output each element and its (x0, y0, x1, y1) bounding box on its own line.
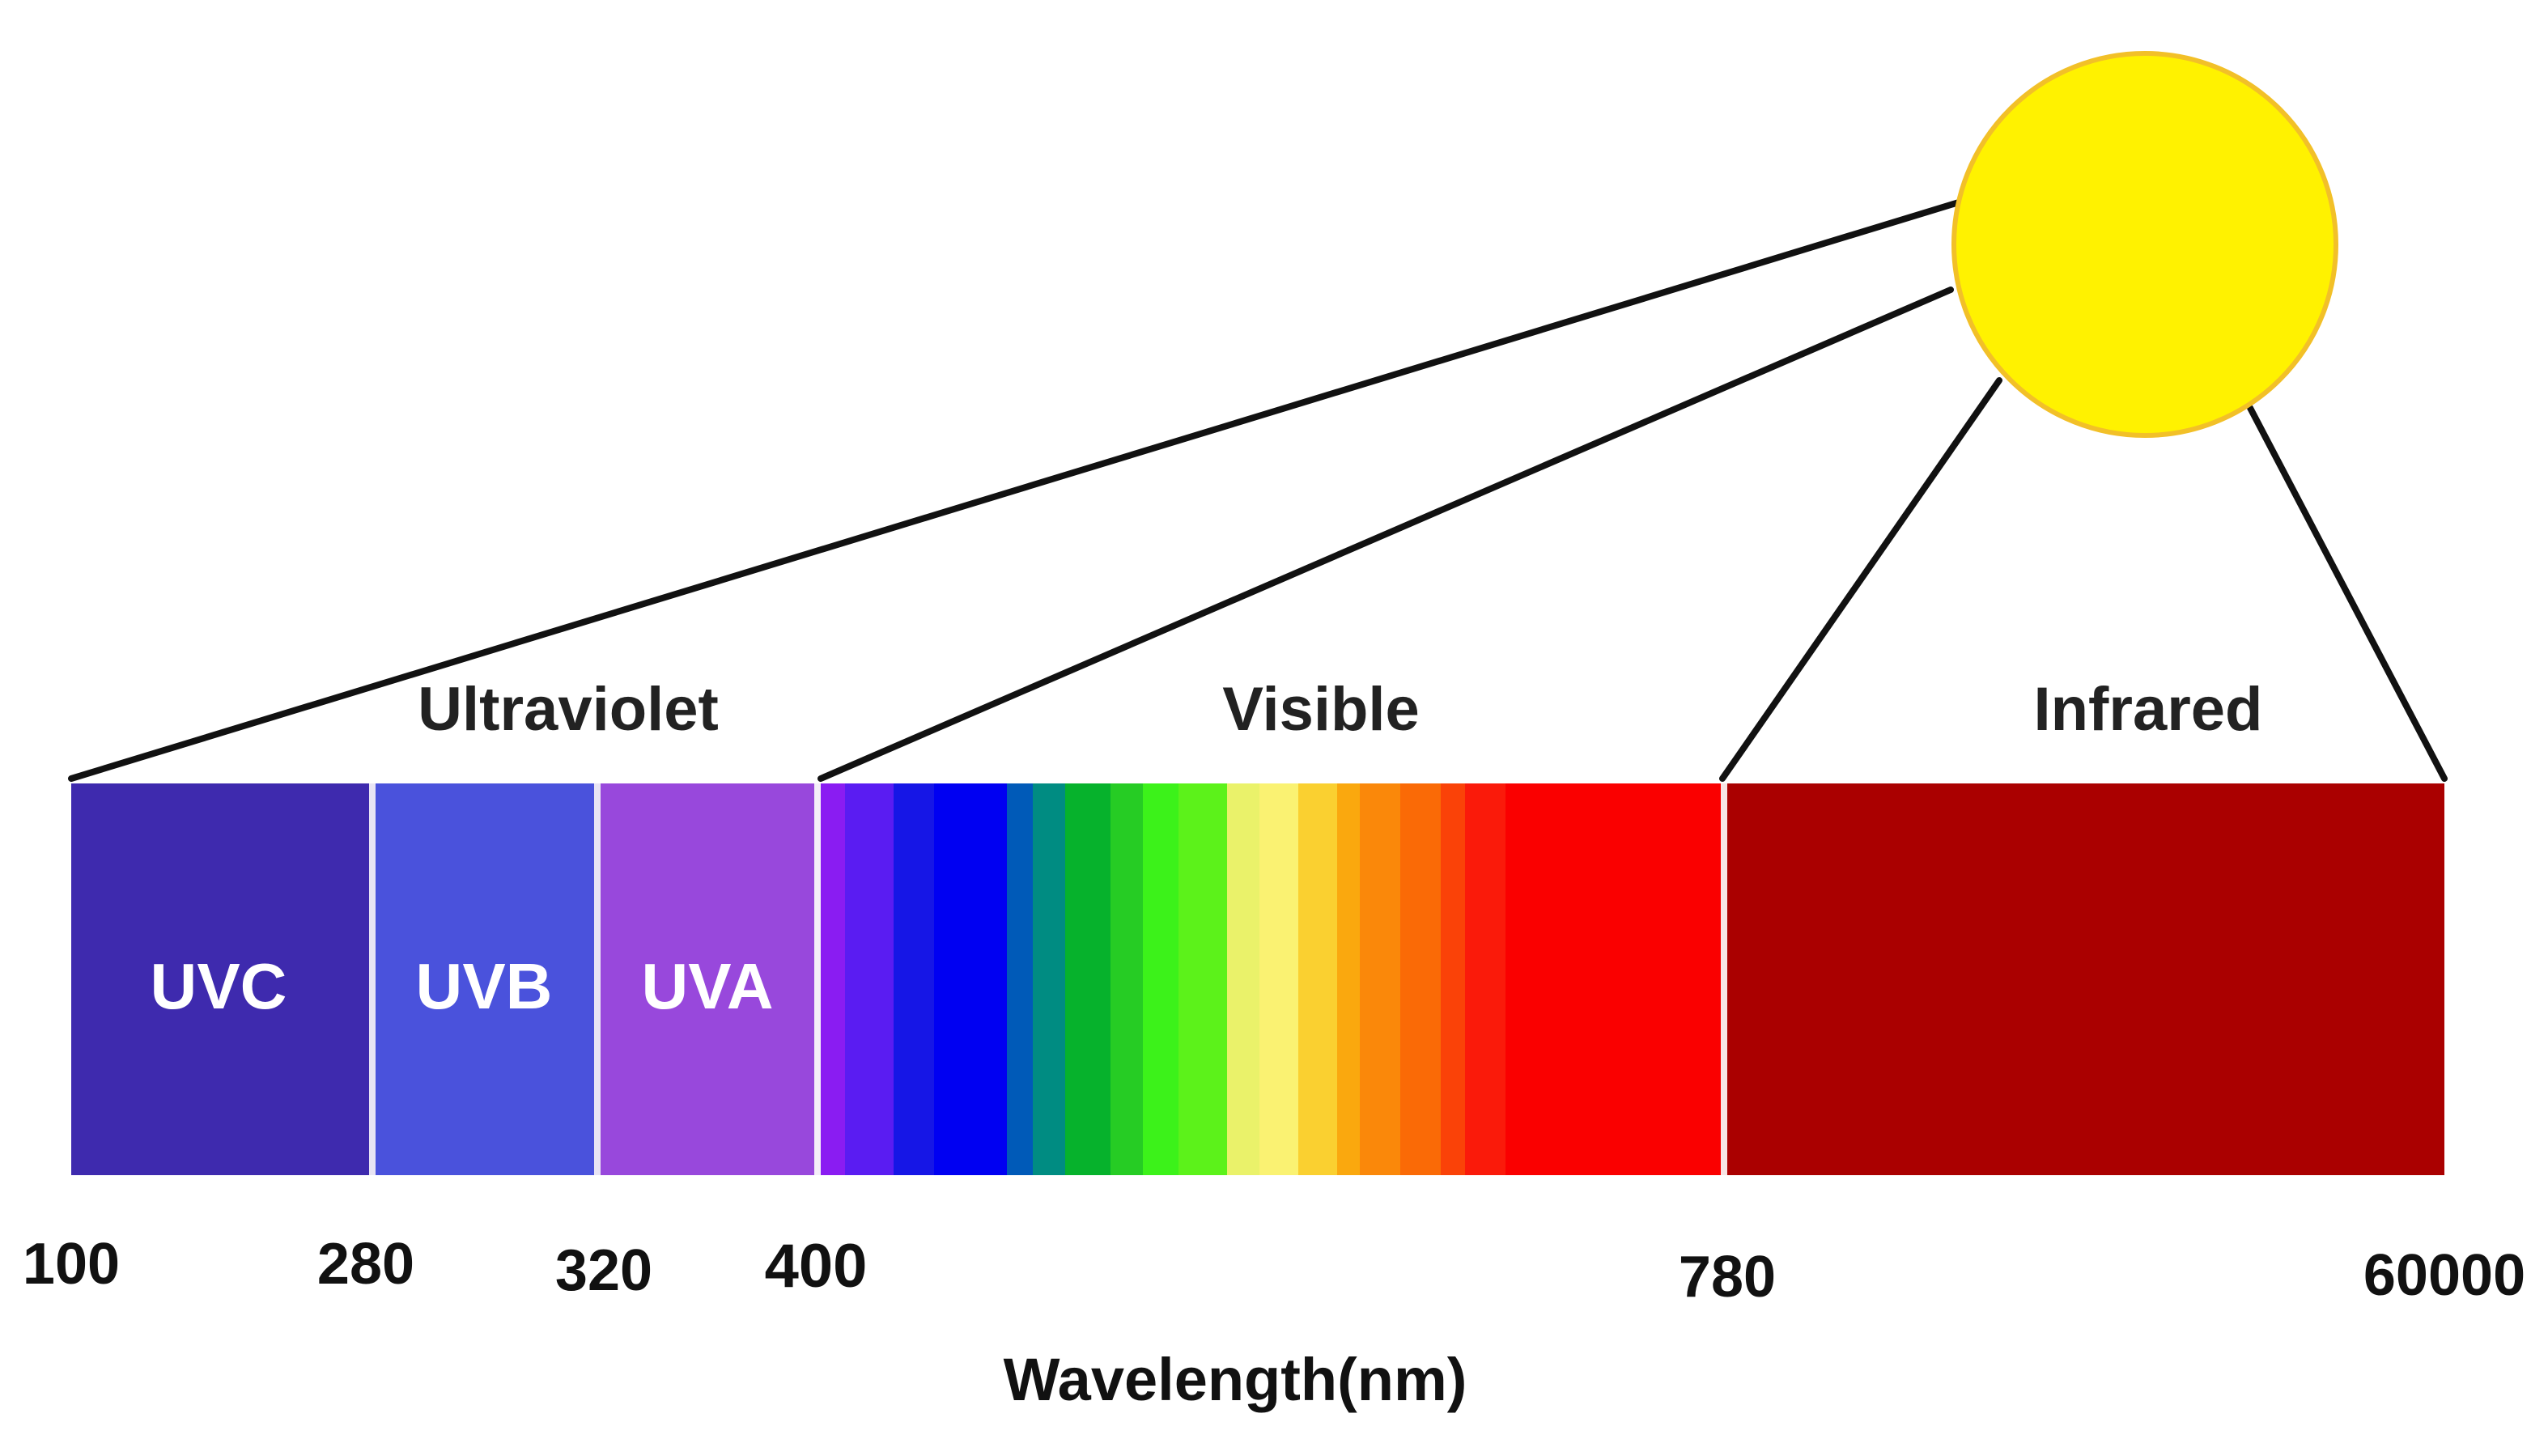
wavelength-label: 780 (1679, 1245, 1776, 1310)
visible-color-stripe (1227, 783, 1260, 1175)
region-label-ultraviolet: Ultraviolet (418, 675, 719, 744)
visible-color-stripe (821, 783, 846, 1175)
band-uva (601, 783, 814, 1175)
visible-color-stripe (1441, 783, 1466, 1175)
visible-color-stripe (1007, 783, 1034, 1175)
visible-color-stripe (1259, 783, 1299, 1175)
visible-color-stripe (1298, 783, 1338, 1175)
sun-icon (1951, 51, 2338, 438)
band-label-uvc: UVC (151, 950, 287, 1022)
wavelength-label: 280 (317, 1232, 414, 1297)
band-gap (594, 783, 601, 1175)
visible-color-stripe (845, 783, 894, 1175)
band-uvb (376, 783, 594, 1175)
band-label-uva: UVA (642, 950, 774, 1022)
region-label-infrared: Infrared (2034, 675, 2263, 744)
region-label-visible: Visible (1222, 675, 1420, 744)
band-gap (1721, 783, 1727, 1175)
visible-color-stripe (1111, 783, 1144, 1175)
wavelength-label: 60000 (2363, 1243, 2525, 1308)
ray-infrared-start (1719, 377, 2002, 782)
visible-color-stripe (894, 783, 935, 1175)
sun-rays (68, 199, 2448, 782)
band-gap (369, 783, 376, 1175)
ray-uv-start (68, 199, 1962, 782)
visible-color-stripe (1400, 783, 1442, 1175)
spectrum-bar (71, 783, 2444, 1175)
band-uvc (71, 783, 369, 1175)
band-gap (814, 783, 821, 1175)
visible-color-stripe (1033, 783, 1066, 1175)
ray-visible-start (817, 287, 1954, 782)
band-visible (821, 783, 1770, 1175)
wavelength-label: 100 (23, 1232, 120, 1297)
ray-infrared-end (2247, 405, 2448, 782)
wavelength-label: 320 (555, 1238, 652, 1303)
visible-color-stripe (1065, 783, 1111, 1175)
wavelength-label: 400 (765, 1232, 868, 1301)
visible-color-stripe (1465, 783, 1506, 1175)
band-label-uvb: UVB (416, 950, 553, 1022)
wavelength-labels: 100 280 320 400 780 60000 (23, 1232, 2525, 1310)
band-infrared (1727, 783, 2444, 1175)
visible-color-stripe (934, 783, 1008, 1175)
axis-title: Wavelength(nm) (1004, 1346, 1467, 1413)
visible-color-stripe (1178, 783, 1228, 1175)
visible-color-stripe (1337, 783, 1361, 1175)
visible-color-stripe (1143, 783, 1179, 1175)
visible-color-stripe (1360, 783, 1401, 1175)
